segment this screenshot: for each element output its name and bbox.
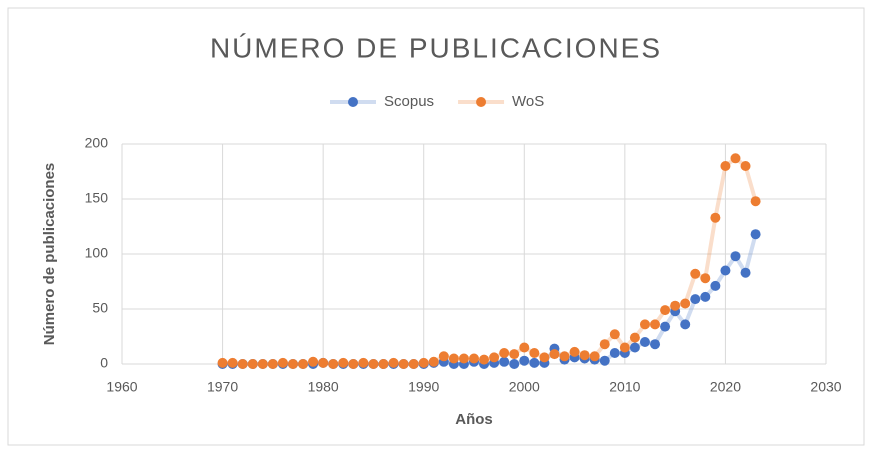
x-tick-label: 1980 [308,379,339,395]
x-axis-title: Años [455,411,493,428]
data-point [710,280,721,291]
data-point [700,273,711,284]
legend-label: WoS [512,93,544,110]
y-axis-title: Número de publicaciones [41,163,58,346]
data-point [308,356,319,367]
data-point [469,353,479,364]
data-point [660,305,671,316]
data-point [619,342,630,353]
data-point [448,353,459,364]
data-point [438,351,449,362]
data-point [267,359,278,369]
data-point [650,319,661,330]
data-point [750,196,761,207]
data-point [609,329,620,340]
data-point [730,153,741,164]
data-point [378,359,389,369]
data-point [358,357,369,368]
chart-border [7,7,865,446]
x-tick-label: 1960 [106,379,137,395]
y-tick-label: 50 [92,300,108,316]
data-point [298,359,309,369]
chart-title: NÚMERO DE PUBLICACIONES [210,32,662,63]
data-point [609,348,620,358]
data-point [720,161,731,171]
data-point [700,291,711,302]
data-point [680,298,691,309]
data-point [398,359,409,369]
data-point [579,350,590,361]
data-point [348,359,359,369]
x-tick-label: 2010 [609,379,640,395]
data-point [408,359,419,369]
x-tick-label: 1970 [207,379,238,395]
data-point [589,351,600,362]
data-point [519,342,530,353]
data-point [720,265,731,276]
data-point [599,339,610,350]
data-point [690,294,701,305]
data-point [287,359,298,369]
data-point [559,351,570,362]
data-point [499,348,510,358]
data-point [247,359,258,369]
data-point [519,355,530,366]
legend-marker [348,97,358,107]
data-point [489,352,500,363]
data-point [529,357,540,368]
x-tick-label: 1990 [408,379,439,395]
data-point [629,332,640,343]
data-point [629,342,640,353]
data-point [680,319,691,330]
y-tick-label: 200 [85,135,109,151]
y-tick-label: 150 [85,190,109,206]
data-point [509,349,520,360]
data-point [670,300,681,311]
data-point [539,352,550,363]
legend-label: Scopus [384,93,434,110]
data-point [639,319,650,330]
data-point [599,355,610,366]
x-tick-label: 2000 [509,379,540,395]
data-point [368,359,379,369]
data-point [237,359,248,369]
data-point [458,353,469,364]
data-point [710,212,721,223]
data-point [328,359,339,369]
data-point [730,251,741,262]
data-point [569,346,580,357]
y-tick-label: 100 [85,245,109,261]
data-point [217,357,228,368]
y-tick-label: 0 [100,355,108,371]
data-point [639,337,650,347]
data-point [499,356,510,367]
data-point [418,357,429,368]
data-point [227,357,238,368]
data-point [277,357,288,368]
data-point [549,349,560,360]
data-point [650,339,661,350]
data-point [257,359,268,369]
data-point [428,356,439,367]
data-point [509,359,520,369]
data-point [529,348,540,358]
data-point [660,321,671,332]
data-point [388,357,399,368]
data-point [740,161,751,171]
data-point [318,357,329,368]
data-point [338,357,349,368]
x-tick-label: 2020 [710,379,741,395]
data-point [690,268,701,279]
x-tick-label: 2030 [810,379,841,395]
legend-marker [476,97,487,107]
data-point [479,354,490,365]
data-point [740,267,751,278]
data-point [750,229,761,240]
